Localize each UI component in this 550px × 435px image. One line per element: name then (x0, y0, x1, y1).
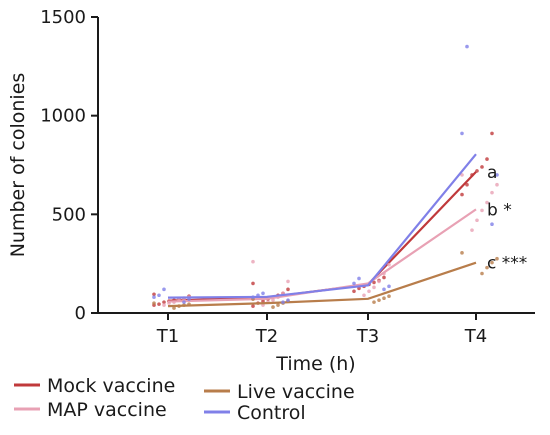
data-point (372, 285, 376, 290)
data-point (271, 305, 275, 309)
data-point (367, 289, 371, 294)
data-point (475, 169, 479, 173)
data-point (276, 303, 280, 307)
data-point (251, 304, 255, 308)
data-point (362, 293, 366, 298)
series-control (152, 44, 499, 304)
data-point (495, 182, 499, 187)
y-tick-label: 500 (52, 204, 86, 225)
data-point (490, 222, 494, 226)
x-tick-label: T3 (356, 326, 379, 347)
data-point (495, 256, 499, 261)
y-axis-title: Number of colonies (7, 73, 29, 258)
data-point (261, 291, 265, 296)
axes (91, 16, 535, 320)
data-point (460, 251, 464, 255)
data-point (460, 192, 464, 197)
x-tick-label: T4 (464, 326, 487, 347)
x-tick-label: T1 (156, 326, 179, 347)
data-point (286, 287, 290, 292)
data-point (475, 218, 479, 223)
x-tick-label: T2 (255, 326, 278, 347)
data-point (152, 301, 156, 305)
data-point (172, 306, 176, 310)
significance-label: a (487, 163, 497, 183)
data-point (495, 173, 499, 177)
data-point (251, 281, 255, 286)
data-point (251, 259, 255, 264)
data-point (490, 260, 494, 265)
data-point (382, 275, 386, 280)
data-point (286, 298, 290, 302)
data-point (162, 303, 166, 307)
data-point (182, 300, 186, 304)
data-point (377, 279, 381, 284)
x-tick-labels: T1 T2 T3 T4 (156, 326, 487, 347)
data-point (490, 190, 494, 195)
data-point (387, 284, 391, 289)
data-point (387, 294, 391, 299)
data-point (357, 276, 361, 281)
data-point (261, 299, 265, 303)
data-point (460, 131, 464, 136)
data-point (286, 279, 290, 284)
data-point (162, 287, 166, 292)
data-point (352, 289, 356, 294)
legend-item: MAP vaccine (14, 399, 167, 421)
data-point (485, 157, 489, 161)
data-point (162, 300, 166, 304)
data-point (465, 182, 469, 187)
data-point (372, 300, 376, 304)
series-line (167, 171, 477, 302)
annotation-layer: a b * c *** (487, 163, 527, 274)
legend-label: Live vaccine (237, 381, 355, 403)
data-point (157, 302, 161, 306)
data-point (271, 298, 275, 302)
legend-item: Live vaccine (204, 381, 355, 403)
data-point (157, 293, 161, 298)
series-mock-vaccine (152, 131, 494, 308)
legend-item: Control (204, 402, 306, 424)
series-layer (152, 44, 499, 310)
data-point (352, 281, 356, 286)
data-point (490, 131, 494, 136)
data-point (382, 296, 386, 301)
data-point (480, 165, 484, 169)
data-point (372, 280, 376, 285)
y-tick-label: 0 (75, 303, 86, 324)
series-line (167, 261, 477, 308)
series-map-vaccine (162, 173, 499, 307)
data-point (377, 298, 381, 302)
significance-label: c *** (487, 254, 527, 274)
significance-label: b * (487, 200, 512, 220)
data-point (281, 300, 285, 304)
data-point (470, 228, 474, 232)
data-point (485, 265, 489, 270)
series-line (167, 153, 477, 299)
y-tick-label: 1500 (40, 7, 86, 28)
data-point (152, 292, 156, 297)
data-point (382, 287, 386, 292)
data-point (485, 200, 489, 205)
data-point (480, 208, 484, 213)
legend-item: Mock vaccine (14, 375, 175, 397)
data-point (387, 262, 391, 267)
legend-label: MAP vaccine (47, 399, 167, 421)
legend-label: Control (237, 402, 306, 424)
series-line (167, 208, 477, 303)
y-tick-labels: 0 500 1000 1500 (40, 7, 86, 324)
data-point (465, 44, 469, 49)
data-point (152, 295, 156, 300)
y-tick-label: 1000 (40, 106, 86, 127)
legend-label: Mock vaccine (47, 375, 175, 397)
data-point (480, 271, 484, 276)
x-axis-title: Time (h) (275, 353, 355, 375)
